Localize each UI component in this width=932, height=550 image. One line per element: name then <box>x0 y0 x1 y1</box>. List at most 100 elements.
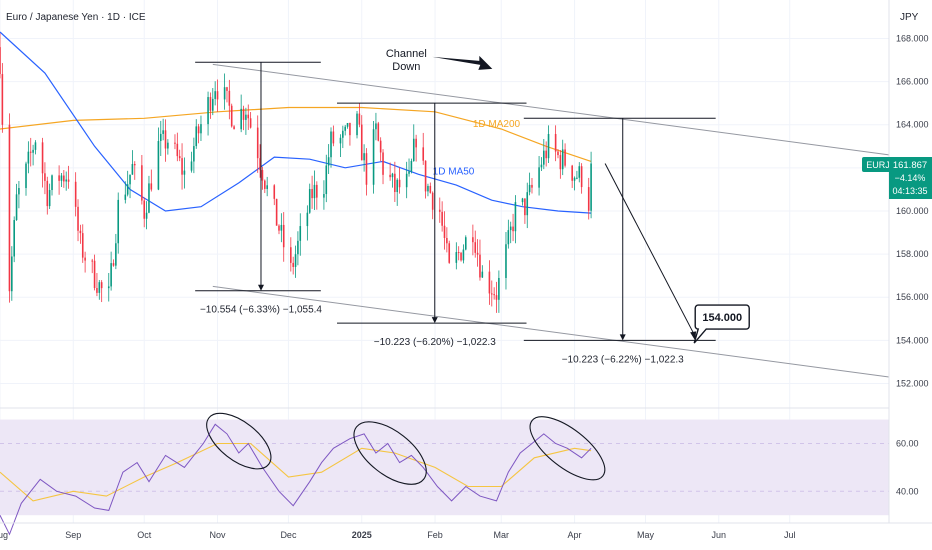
candle-body <box>545 150 547 159</box>
candle-body <box>564 149 566 166</box>
candle-body <box>412 138 415 161</box>
target-price-label: 154.000 <box>702 312 742 324</box>
candle-body <box>259 158 261 171</box>
time-tick-label: Aug <box>0 530 8 540</box>
candle-body <box>200 124 202 134</box>
price-axis-panel[interactable] <box>889 0 932 523</box>
candle-body <box>41 142 44 174</box>
candle-body <box>193 146 195 162</box>
candle-body <box>247 114 250 119</box>
candle-body <box>422 147 425 161</box>
symbol-title[interactable]: Euro / Japanese Yen · 1D · ICE <box>6 12 146 23</box>
candle-body <box>299 226 302 241</box>
time-tick-label: May <box>637 530 655 540</box>
candle-body <box>145 212 148 219</box>
candle-body <box>150 183 153 190</box>
candle-body <box>493 294 495 296</box>
candle-body <box>249 118 252 128</box>
candle-body <box>176 143 179 157</box>
projection-arrow-head <box>690 331 697 341</box>
candle-body <box>242 108 245 120</box>
time-tick-label: Oct <box>137 530 152 540</box>
candle-body <box>455 252 458 263</box>
candle-body <box>526 192 529 216</box>
candle-body <box>264 180 266 189</box>
candle-body <box>275 198 278 226</box>
last-price-badge <box>889 157 932 199</box>
rsi-highlight-ellipse <box>529 416 606 481</box>
candle-body <box>573 177 576 181</box>
candle-body <box>245 114 247 120</box>
price-tick-label: 152.000 <box>896 378 929 388</box>
ma50-line <box>0 31 592 214</box>
candle-body <box>159 133 162 142</box>
candle-body <box>306 212 309 227</box>
candle-body <box>183 170 186 175</box>
last-price: 161.867 <box>893 160 927 171</box>
candle-body <box>91 260 94 262</box>
candle-body <box>543 150 545 165</box>
time-tick-label: 2025 <box>352 530 372 540</box>
candle-body <box>297 240 299 255</box>
candle-body <box>446 237 448 244</box>
price-tick-label: 154.000 <box>896 335 929 345</box>
candle-body <box>11 256 13 292</box>
channel-line <box>212 63 890 156</box>
channel-lines <box>212 63 890 378</box>
candle-body <box>214 91 216 99</box>
time-tick-label: Mar <box>493 530 509 540</box>
rsi-tick-label: 60.00 <box>896 438 919 448</box>
candle-body <box>438 209 441 212</box>
candle-body <box>398 179 401 188</box>
candle-body <box>587 187 590 211</box>
candle-body <box>476 252 479 255</box>
candle-body <box>332 131 335 144</box>
candle-body <box>8 124 11 292</box>
price-tick-label: 160.000 <box>896 206 929 216</box>
measure-label: −10.223 (−6.22%) −1,022.3 <box>562 354 684 365</box>
candle-body <box>464 237 467 250</box>
candle-body <box>580 166 583 188</box>
candle-body <box>141 165 143 201</box>
candle-body <box>490 293 493 295</box>
candle-body <box>507 230 510 245</box>
moving-averages: 1D MA200 1D MA50 <box>0 31 592 214</box>
candle-body <box>479 254 481 278</box>
rsi-axis-labels: 40.00 60.00 <box>896 438 919 496</box>
candle-body <box>164 130 167 149</box>
candle-body <box>67 179 70 182</box>
candle-body <box>266 185 268 189</box>
currency-label[interactable]: JPY <box>900 12 919 23</box>
ma200-line <box>0 106 592 162</box>
candlesticks <box>0 33 592 313</box>
candle-body <box>207 97 209 125</box>
candle-body <box>46 180 49 207</box>
candle-body <box>441 211 443 226</box>
measure-label: −10.554 (−6.33%) −1,055.4 <box>200 305 322 316</box>
candle-body <box>131 164 134 175</box>
candle-body <box>528 184 531 193</box>
candle-body <box>344 126 346 131</box>
candle-body <box>292 262 294 267</box>
candle-body <box>356 113 358 136</box>
rsi-highlight-ellipse <box>353 421 427 485</box>
candle-body <box>576 177 578 179</box>
candle-body <box>325 165 328 195</box>
candle-body <box>261 170 264 181</box>
candle-body <box>93 260 96 289</box>
candle-body <box>60 175 63 181</box>
candle-body <box>391 173 394 178</box>
candle-body <box>126 184 129 195</box>
measurement-tools: −10.554 (−6.33%) −1,055.4 −10.223 (−6.20%… <box>195 61 716 365</box>
candle-body <box>228 90 231 106</box>
candle-body <box>58 175 60 181</box>
candle-body <box>495 295 498 300</box>
candle-body <box>547 134 550 159</box>
candle-body <box>84 257 86 261</box>
candle-body <box>498 277 500 300</box>
candle-body <box>81 233 84 258</box>
candle-body <box>313 184 316 199</box>
candle-body <box>396 179 399 193</box>
candle-body <box>233 126 235 130</box>
